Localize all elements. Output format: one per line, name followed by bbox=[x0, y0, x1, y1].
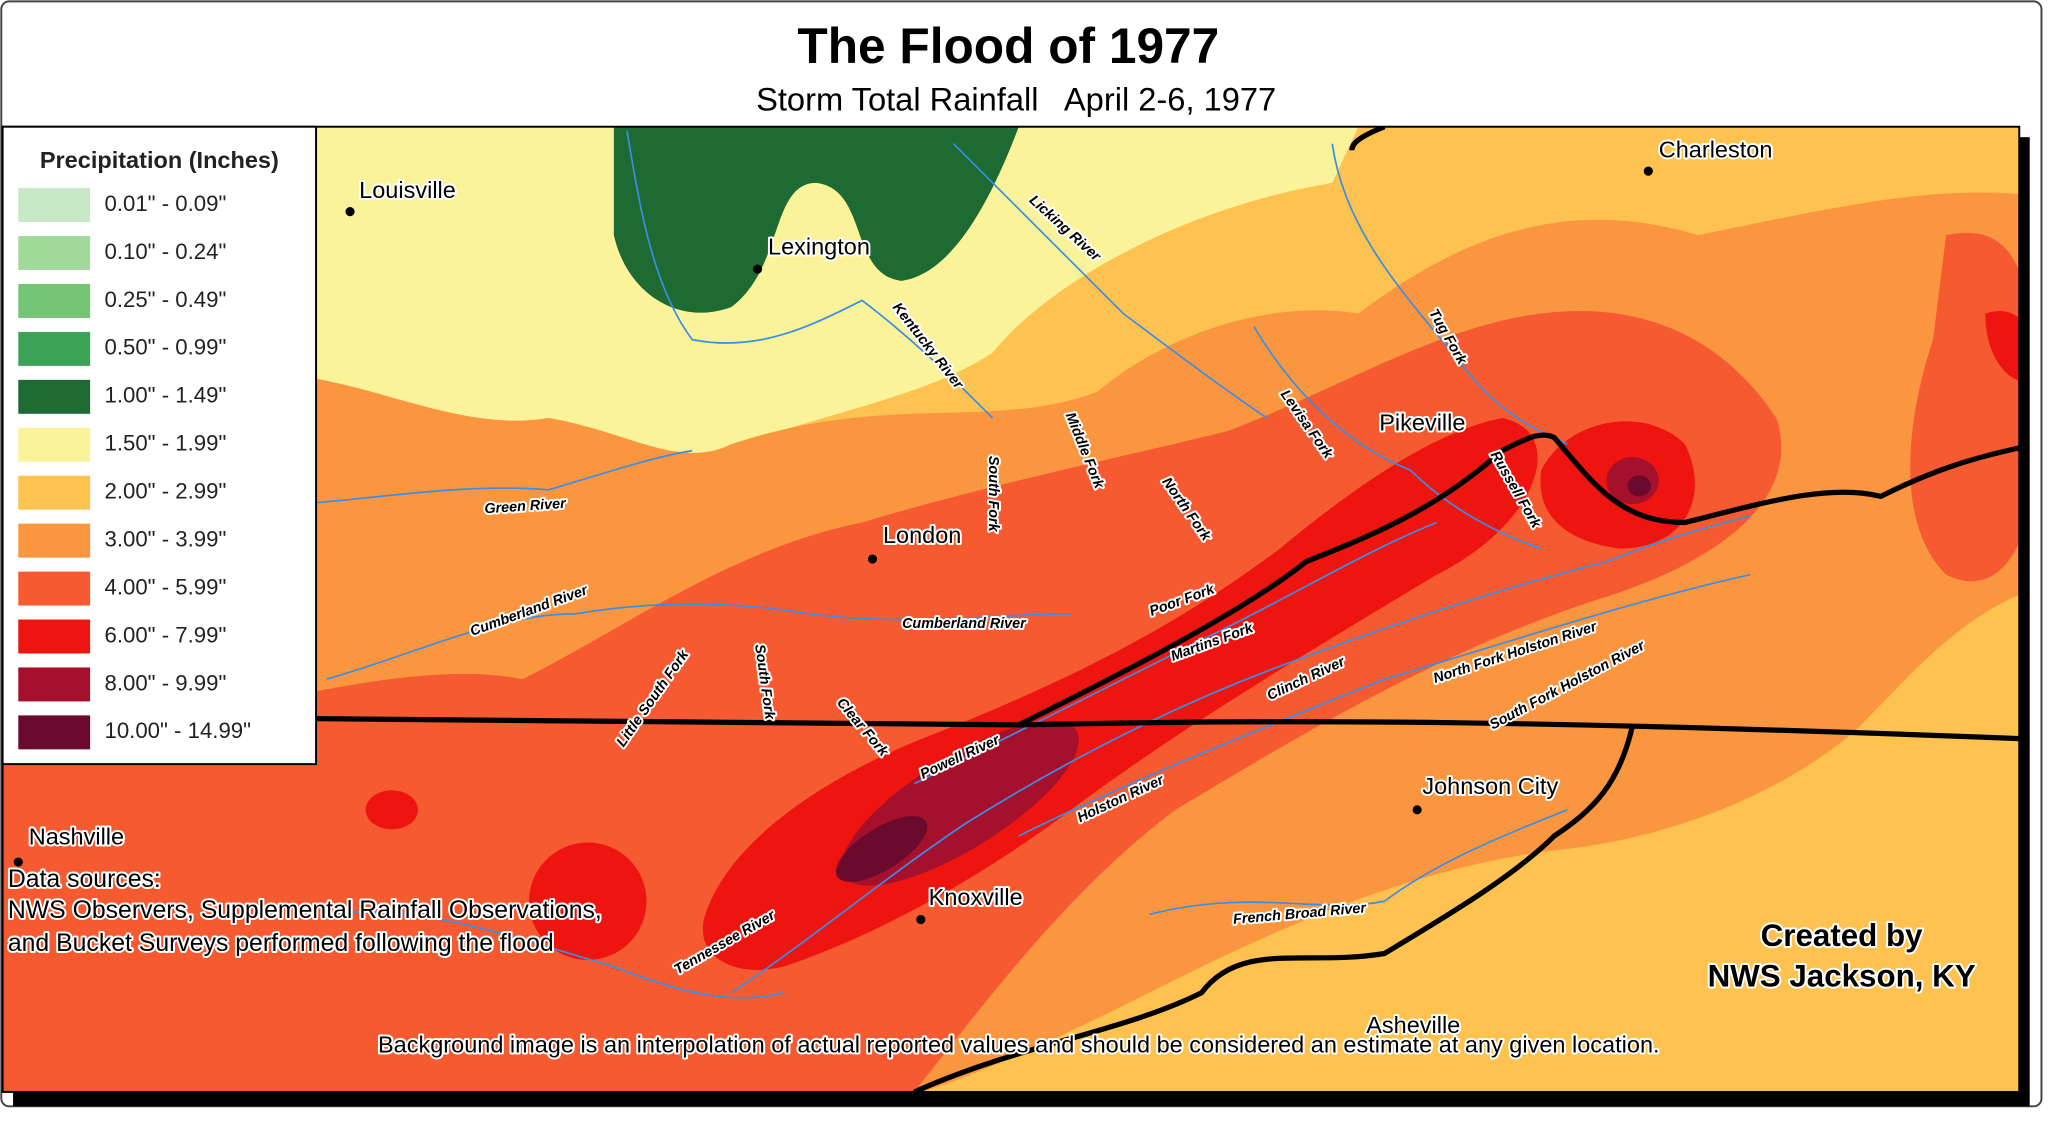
legend-title: Precipitation (Inches) bbox=[40, 147, 279, 173]
legend-label: 0.25" - 0.49" bbox=[104, 287, 226, 312]
city-label: Lexington bbox=[768, 233, 870, 259]
credit: NWS Jackson, KY bbox=[1708, 959, 1976, 994]
river bbox=[326, 910, 784, 999]
city-label: Nashville bbox=[29, 824, 124, 850]
river bbox=[952, 143, 1268, 419]
credit: Created by bbox=[1761, 918, 1923, 953]
legend-swatch bbox=[18, 523, 91, 558]
city-label: Asheville bbox=[1366, 1012, 1460, 1038]
legend-label: 0.50" - 0.99" bbox=[104, 335, 226, 360]
legend-label: 3.00" - 3.99" bbox=[104, 526, 226, 551]
data-sources-line: and Bucket Surveys performed following t… bbox=[8, 930, 554, 957]
subtitle: Storm Total Rainfall April 2-6, 1977 bbox=[756, 81, 1276, 118]
map bbox=[2, 126, 2020, 1092]
legend-swatch bbox=[18, 571, 91, 606]
city-marker bbox=[752, 264, 763, 274]
city-marker bbox=[1643, 166, 1653, 176]
river-label: Cumberland River bbox=[902, 616, 1027, 632]
data-sources-line: NWS Observers, Supplemental Rainfall Obs… bbox=[8, 897, 602, 924]
state-border bbox=[913, 724, 1636, 1092]
legend-swatch bbox=[18, 188, 91, 223]
title: The Flood of 1977 bbox=[797, 18, 1219, 74]
river bbox=[1018, 573, 1751, 837]
legend-swatch bbox=[18, 619, 91, 654]
legend-label: 10.00" - 14.99" bbox=[104, 718, 251, 743]
rain-zone bbox=[1985, 311, 2020, 381]
legend-items: 0.01" - 0.09" 0.10" - 0.24" 0.25" - 0.49" 0… bbox=[18, 188, 251, 750]
city-marker bbox=[867, 554, 878, 564]
river bbox=[1331, 143, 1568, 445]
legend-swatch bbox=[18, 283, 91, 318]
rain-zone bbox=[835, 816, 928, 882]
rain-zone bbox=[365, 790, 418, 830]
river bbox=[1253, 326, 1542, 550]
city-label: London bbox=[883, 522, 961, 548]
legend-label: 0.01" - 0.09" bbox=[104, 191, 226, 216]
legend-label: 1.50" - 1.99" bbox=[104, 431, 226, 456]
legend-label: 8.00" - 9.99" bbox=[104, 670, 226, 695]
state-border bbox=[1017, 432, 2020, 728]
rivers bbox=[313, 130, 1751, 999]
river-label: South Fork bbox=[985, 456, 1001, 533]
city-label: Knoxville bbox=[929, 884, 1023, 910]
state-borders bbox=[2, 126, 2020, 1092]
city-marker bbox=[916, 914, 926, 925]
state-border bbox=[1349, 126, 1386, 151]
city-marker bbox=[13, 857, 23, 867]
river bbox=[730, 515, 1751, 994]
river bbox=[913, 521, 1438, 785]
city-marker bbox=[1412, 805, 1422, 815]
legend-swatch bbox=[18, 667, 91, 702]
legend-label: 2.00" - 2.99" bbox=[104, 479, 226, 504]
legend-label: 6.00" - 7.99" bbox=[104, 622, 226, 647]
legend-swatch bbox=[18, 331, 91, 366]
river bbox=[626, 130, 994, 419]
legend-label: 0.10" - 0.24" bbox=[104, 239, 226, 264]
city-label: Charleston bbox=[1659, 137, 1773, 163]
city-label: Johnson City bbox=[1422, 773, 1558, 799]
city-label: Louisville bbox=[359, 177, 456, 203]
legend-swatch bbox=[18, 379, 91, 414]
river bbox=[1149, 809, 1568, 916]
legend-swatch bbox=[18, 715, 91, 750]
river bbox=[326, 603, 1072, 681]
legend-label: 1.00" - 1.49" bbox=[104, 383, 226, 408]
rain-zone bbox=[613, 126, 1019, 313]
city-marker bbox=[345, 207, 355, 217]
legend-swatch bbox=[18, 475, 91, 510]
city-label: Pikeville bbox=[1379, 410, 1465, 436]
legend-swatch bbox=[18, 427, 91, 462]
rain-zone bbox=[1627, 475, 1651, 497]
legend-label: 4.00" - 5.99" bbox=[104, 574, 226, 599]
rain-zone bbox=[528, 842, 647, 961]
data-sources-heading: Data sources: bbox=[8, 866, 161, 893]
river bbox=[313, 449, 693, 504]
disclaimer: Background image is an interpolation of … bbox=[378, 1031, 1660, 1057]
legend-swatch bbox=[18, 236, 91, 271]
